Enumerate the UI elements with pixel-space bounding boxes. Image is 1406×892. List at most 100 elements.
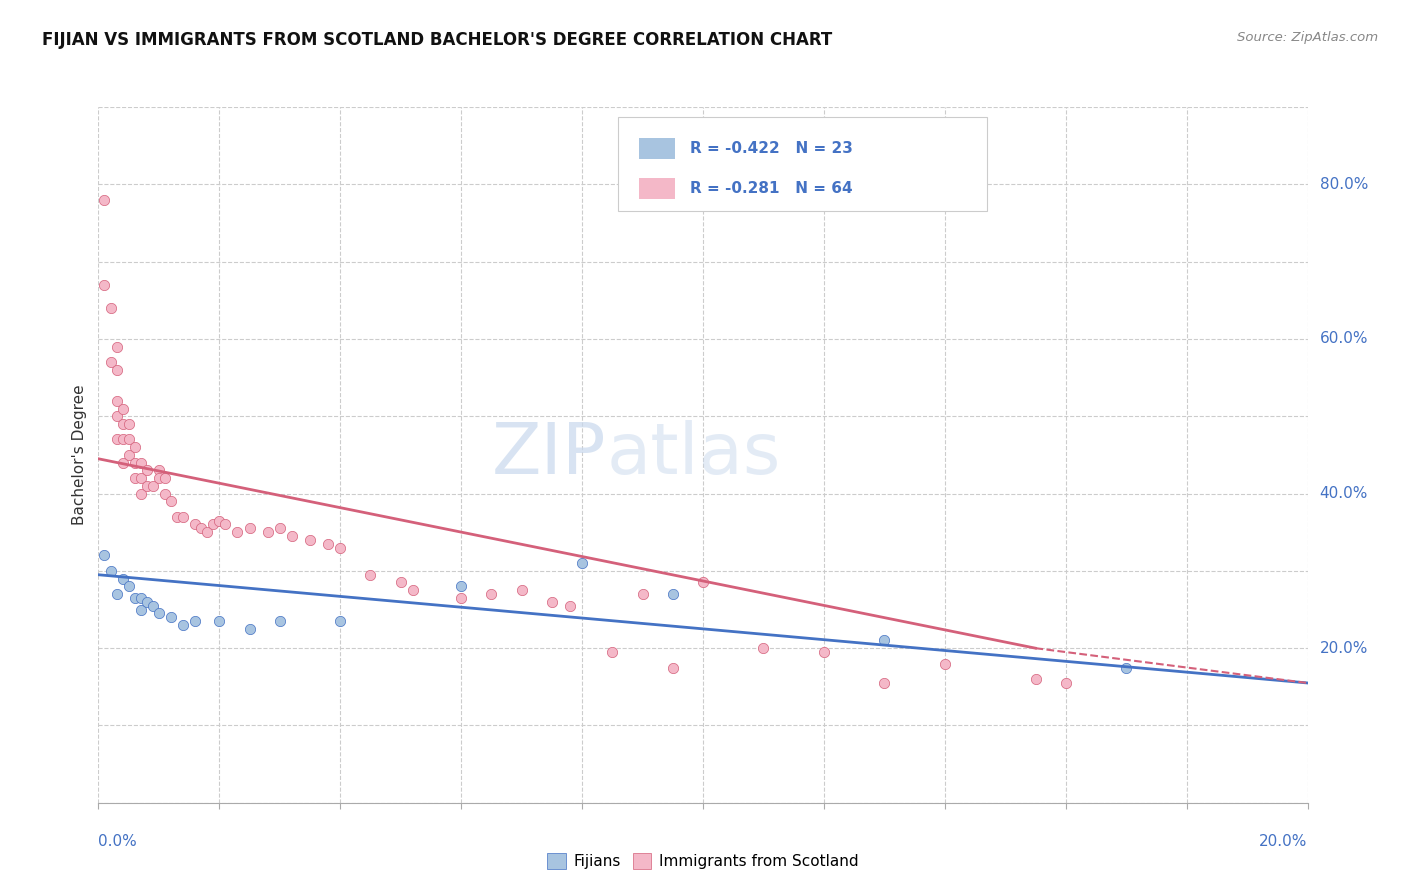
Text: 0.0%: 0.0% bbox=[98, 834, 138, 849]
Point bbox=[118, 448, 141, 462]
Point bbox=[329, 614, 352, 628]
Point bbox=[389, 575, 412, 590]
Point bbox=[111, 401, 134, 416]
Point bbox=[602, 645, 624, 659]
Point bbox=[269, 521, 291, 535]
Point bbox=[129, 486, 152, 500]
Point bbox=[402, 583, 425, 598]
Point bbox=[752, 641, 775, 656]
Text: FIJIAN VS IMMIGRANTS FROM SCOTLAND BACHELOR'S DEGREE CORRELATION CHART: FIJIAN VS IMMIGRANTS FROM SCOTLAND BACHE… bbox=[42, 31, 832, 49]
Text: 20.0%: 20.0% bbox=[1260, 834, 1308, 849]
Point bbox=[160, 494, 183, 508]
Point bbox=[299, 533, 322, 547]
Point bbox=[239, 622, 262, 636]
Point bbox=[226, 525, 249, 540]
Point bbox=[124, 591, 146, 605]
Text: 80.0%: 80.0% bbox=[1320, 177, 1368, 192]
Point bbox=[450, 591, 472, 605]
Point bbox=[129, 591, 152, 605]
Point bbox=[195, 525, 218, 540]
Text: 60.0%: 60.0% bbox=[1320, 332, 1368, 346]
Point bbox=[450, 579, 472, 593]
Point bbox=[118, 579, 141, 593]
Point bbox=[142, 599, 165, 613]
Point bbox=[93, 549, 115, 563]
Point bbox=[214, 517, 236, 532]
Point bbox=[1115, 660, 1137, 674]
Point bbox=[329, 541, 352, 555]
Point bbox=[111, 433, 134, 447]
Point bbox=[540, 595, 562, 609]
Point bbox=[148, 607, 170, 621]
Point bbox=[692, 575, 714, 590]
Legend: Fijians, Immigrants from Scotland: Fijians, Immigrants from Scotland bbox=[541, 847, 865, 875]
Point bbox=[184, 517, 207, 532]
Point bbox=[105, 393, 128, 408]
Point bbox=[105, 409, 128, 424]
Point bbox=[631, 587, 654, 601]
Point bbox=[360, 567, 382, 582]
Point bbox=[1054, 676, 1077, 690]
Point bbox=[135, 595, 157, 609]
Point bbox=[118, 433, 141, 447]
Point bbox=[172, 618, 194, 632]
Point bbox=[148, 463, 170, 477]
Point bbox=[148, 471, 170, 485]
Point bbox=[208, 514, 231, 528]
Point bbox=[100, 564, 122, 578]
Point bbox=[111, 572, 134, 586]
Point bbox=[202, 517, 225, 532]
Point bbox=[873, 676, 896, 690]
Bar bbox=[638, 178, 675, 199]
Point bbox=[105, 433, 128, 447]
Point bbox=[571, 556, 593, 570]
Point bbox=[142, 479, 165, 493]
Text: 20.0%: 20.0% bbox=[1320, 640, 1368, 656]
Point bbox=[661, 587, 683, 601]
Point bbox=[129, 456, 152, 470]
Point bbox=[172, 509, 194, 524]
Point bbox=[661, 660, 683, 674]
Point bbox=[135, 479, 157, 493]
Point bbox=[111, 417, 134, 431]
Point bbox=[281, 529, 304, 543]
Point bbox=[1024, 672, 1046, 686]
Text: ZIP: ZIP bbox=[492, 420, 606, 490]
Point bbox=[934, 657, 956, 671]
Point bbox=[105, 587, 128, 601]
Point bbox=[166, 509, 188, 524]
Point bbox=[239, 521, 262, 535]
Point bbox=[129, 602, 152, 616]
Point bbox=[105, 363, 128, 377]
Text: R = -0.281   N = 64: R = -0.281 N = 64 bbox=[690, 181, 852, 196]
Point bbox=[481, 587, 503, 601]
Text: Source: ZipAtlas.com: Source: ZipAtlas.com bbox=[1237, 31, 1378, 45]
Point bbox=[111, 456, 134, 470]
Point bbox=[160, 610, 183, 624]
Point bbox=[190, 521, 212, 535]
Point bbox=[184, 614, 207, 628]
Point bbox=[208, 614, 231, 628]
Point bbox=[269, 614, 291, 628]
Point bbox=[129, 471, 152, 485]
FancyBboxPatch shape bbox=[619, 118, 987, 211]
Point bbox=[873, 633, 896, 648]
Point bbox=[316, 537, 339, 551]
Point bbox=[124, 456, 146, 470]
Point bbox=[100, 301, 122, 315]
Point bbox=[256, 525, 278, 540]
Point bbox=[124, 440, 146, 454]
Point bbox=[510, 583, 533, 598]
Point bbox=[105, 340, 128, 354]
Bar bbox=[638, 138, 675, 159]
Point bbox=[93, 193, 115, 207]
Point bbox=[135, 463, 157, 477]
Point bbox=[100, 355, 122, 369]
Point bbox=[558, 599, 581, 613]
Point bbox=[124, 471, 146, 485]
Point bbox=[153, 471, 176, 485]
Point bbox=[118, 417, 141, 431]
Text: atlas: atlas bbox=[606, 420, 780, 490]
Point bbox=[813, 645, 835, 659]
Y-axis label: Bachelor's Degree: Bachelor's Degree bbox=[72, 384, 87, 525]
